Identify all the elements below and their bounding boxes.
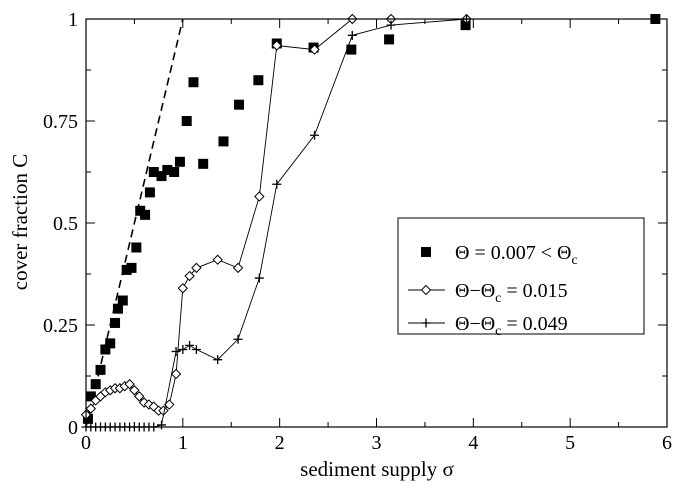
series-1-point (140, 209, 151, 220)
legend-entry-3: Θ−Θc = 0.049 (408, 313, 568, 339)
series-1-point (460, 20, 471, 31)
series-1-point (218, 136, 229, 147)
series-1-point (117, 295, 128, 306)
dashed-fit-line (85, 18, 184, 428)
legend-label: Θ−Θc = 0.049 (455, 313, 568, 339)
y-tick-label: 0 (68, 417, 78, 439)
series-2-point (254, 191, 265, 202)
tick-layer: 0 1 2 3 4 5 6 0 0.25 0.5 0.75 1 (43, 9, 672, 454)
series-1-point (82, 413, 93, 424)
series-1-point (181, 116, 192, 126)
legend-entry-2: Θ−Θc = 0.015 (408, 280, 568, 306)
series-1-point (131, 242, 142, 253)
y-tick-label: 0.5 (53, 213, 78, 235)
legend-marker (421, 247, 431, 257)
series-2 (80, 13, 472, 420)
x-tick-label: 2 (275, 432, 285, 454)
series-1-point (144, 187, 155, 198)
series-1-point (148, 167, 159, 177)
series-3-point (254, 273, 264, 283)
y-tick-label: 0.75 (43, 111, 78, 133)
series-3-point (185, 340, 195, 350)
series-3-point (171, 347, 181, 357)
series-1-point (90, 379, 101, 390)
series-2-point (191, 262, 202, 274)
series-3-point (178, 344, 188, 354)
series-3-point (191, 344, 201, 354)
x-tick-label: 4 (468, 432, 478, 454)
legend-entry-1: Θ = 0.007 < Θc (421, 242, 578, 268)
series-1-point (105, 338, 116, 349)
series-1-point (233, 99, 244, 110)
legend-label: Θ = 0.007 < Θc (455, 242, 578, 268)
series-1-point (169, 167, 180, 177)
legend-marker (421, 318, 431, 328)
y-axis-label: cover fraction C (8, 154, 32, 290)
legend-marker (420, 284, 432, 296)
series-2-point (177, 283, 189, 294)
series-1-point (198, 158, 209, 169)
series-2-point (309, 44, 320, 55)
x-tick-label: 5 (565, 432, 575, 454)
x-tick-label: 6 (662, 432, 672, 454)
x-tick-label: 3 (372, 432, 382, 454)
series-1-point (174, 156, 185, 167)
series-2-point (232, 262, 244, 274)
series-1-point (100, 344, 111, 355)
legend-entries: Θ = 0.007 < Θc Θ−Θc = 0.015 Θ−Θc = 0.049 (408, 242, 578, 339)
y-tick-label: 0.25 (43, 315, 78, 337)
x-tick-label: 1 (178, 432, 188, 454)
series-2-point (184, 270, 195, 282)
series-1-point (110, 317, 121, 328)
series-2-point (143, 399, 155, 410)
legend-box (397, 217, 645, 335)
series-3-point (213, 355, 223, 365)
series-2-point (170, 368, 182, 380)
legend: Θ = 0.007 < Θc Θ−Θc = 0.015 Θ−Θc = 0.049 (397, 217, 645, 339)
legend-label: Θ−Θc = 0.015 (455, 280, 568, 306)
series-1-point (188, 77, 199, 88)
series-1-point (253, 75, 264, 86)
series-1-point (126, 262, 137, 273)
series-3-point (272, 179, 282, 189)
series-3-point (386, 20, 396, 30)
series-1-point (346, 44, 357, 55)
series-1-point (95, 364, 106, 375)
series-2-point (85, 403, 97, 414)
series-1-point (85, 391, 96, 402)
series-2-point (124, 378, 135, 390)
series-1-point (156, 171, 167, 182)
x-tick-label: 0 (81, 432, 91, 454)
y-tick-label: 1 (68, 9, 78, 31)
series-2-point (134, 391, 145, 402)
series-3-point (347, 30, 357, 40)
series-1-point (384, 34, 395, 45)
series-3-point (157, 420, 167, 430)
series-1-point (112, 303, 123, 314)
x-axis-label: sediment supply σ (300, 457, 454, 481)
series-2-point (212, 254, 223, 265)
series-1-point (162, 164, 173, 175)
series-2-point (271, 40, 282, 51)
series-3-point (233, 334, 243, 344)
series-3-point (310, 130, 320, 140)
series-2-point (129, 385, 140, 396)
